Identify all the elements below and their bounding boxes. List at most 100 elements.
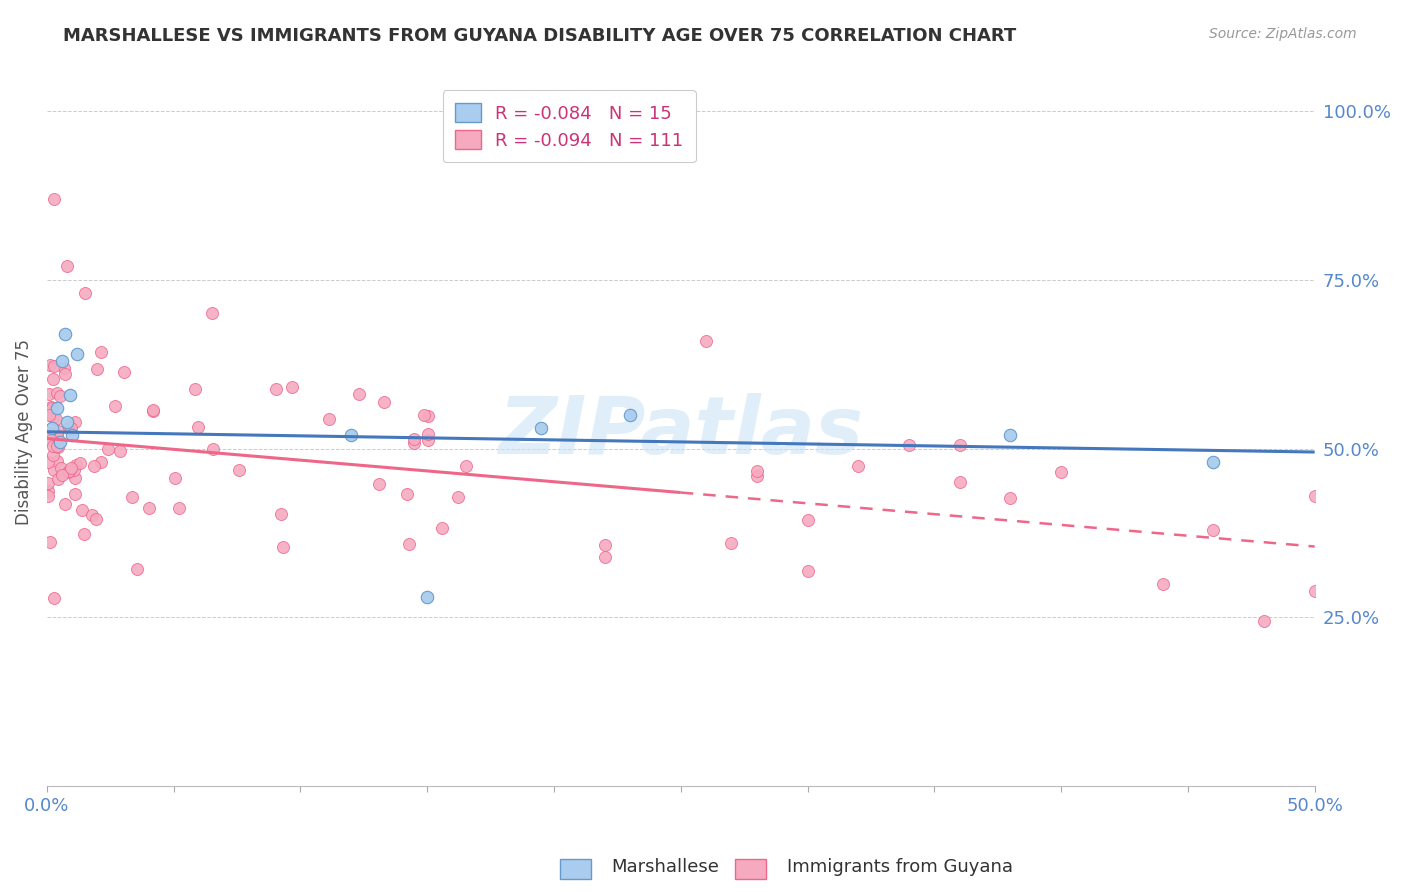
Point (46, 440, 69, 454)
Text: Marshallese: Marshallese (612, 858, 720, 876)
Point (104, 400, 127, 414)
Point (46, 425, 69, 439)
Point (46, 401, 69, 416)
Point (49, 460, 72, 475)
Point (56, 465, 79, 479)
Point (949, 475, 972, 490)
Point (183, 382, 205, 396)
Point (70, 502, 93, 516)
Point (37, 455, 59, 469)
Point (65, 415, 87, 429)
Point (59, 461, 82, 475)
Point (720, 536, 742, 550)
Point (281, 379, 304, 393)
Point (37, 489, 59, 503)
Point (1152, 577, 1174, 591)
Point (142, 404, 165, 418)
Point (51, 467, 73, 482)
Point (41, 400, 63, 414)
Point (45, 439, 67, 453)
Point (45, 411, 67, 425)
Point (39, 433, 62, 447)
Point (416, 590, 439, 604)
Point (114, 365, 136, 379)
Point (58, 464, 80, 478)
Point (42, 359, 65, 373)
Point (83, 458, 105, 473)
Point (46, 472, 69, 486)
Point (745, 468, 768, 483)
Point (53, 326, 76, 341)
Point (418, 433, 440, 447)
Point (65, 458, 87, 473)
Point (1303, 583, 1326, 598)
Point (1202, 523, 1225, 537)
Point (318, 412, 340, 426)
Point (456, 458, 478, 473)
Point (413, 409, 436, 423)
Point (63, 463, 86, 477)
Point (38, 408, 60, 422)
Point (121, 490, 143, 504)
Point (42, 409, 65, 424)
Point (264, 382, 287, 396)
Point (46, 429, 69, 443)
Point (1000, 491, 1022, 505)
Point (46, 454, 69, 468)
Point (90, 344, 112, 359)
Point (138, 500, 160, 515)
Point (745, 464, 768, 478)
Point (1303, 489, 1326, 503)
Point (796, 513, 818, 527)
Point (44, 463, 66, 477)
Point (97, 442, 120, 456)
Point (73, 286, 96, 301)
Point (447, 490, 470, 504)
Point (58, 422, 80, 436)
Point (949, 438, 972, 452)
Point (73, 527, 96, 541)
Point (373, 395, 395, 409)
Point (63, 486, 86, 500)
Point (58, 420, 80, 434)
Point (60, 428, 83, 442)
Point (593, 538, 616, 552)
Point (347, 387, 370, 401)
Point (48, 434, 70, 449)
Text: Source: ZipAtlas.com: Source: ZipAtlas.com (1209, 27, 1357, 41)
Point (55, 367, 77, 381)
Point (38, 386, 60, 401)
Point (41, 401, 63, 416)
Point (228, 463, 250, 477)
Point (127, 561, 149, 575)
Point (38, 358, 60, 372)
Point (398, 537, 420, 551)
Text: ZIPatlas: ZIPatlas (498, 392, 863, 471)
Point (44, 192, 66, 206)
Point (1202, 455, 1225, 469)
Point (42, 439, 65, 453)
Point (796, 564, 818, 578)
Point (416, 426, 439, 441)
Point (56, 415, 79, 429)
Point (368, 476, 391, 491)
Point (395, 487, 418, 501)
Point (108, 443, 131, 458)
Point (56, 260, 79, 274)
Legend: R = -0.084   N = 15, R = -0.094   N = 111: R = -0.084 N = 15, R = -0.094 N = 111 (443, 90, 696, 162)
Point (165, 471, 187, 485)
Point (142, 402, 165, 417)
Point (402, 435, 425, 450)
Point (270, 507, 292, 521)
Text: Immigrants from Guyana: Immigrants from Guyana (787, 858, 1014, 876)
Y-axis label: Disability Age Over 75: Disability Age Over 75 (15, 339, 32, 524)
Point (69, 456, 91, 470)
Point (84, 512, 107, 526)
Point (53, 497, 76, 511)
Point (271, 540, 294, 554)
Point (38, 426, 60, 441)
Point (202, 442, 225, 456)
Point (619, 408, 641, 422)
Point (1050, 466, 1073, 480)
Point (39, 534, 62, 549)
